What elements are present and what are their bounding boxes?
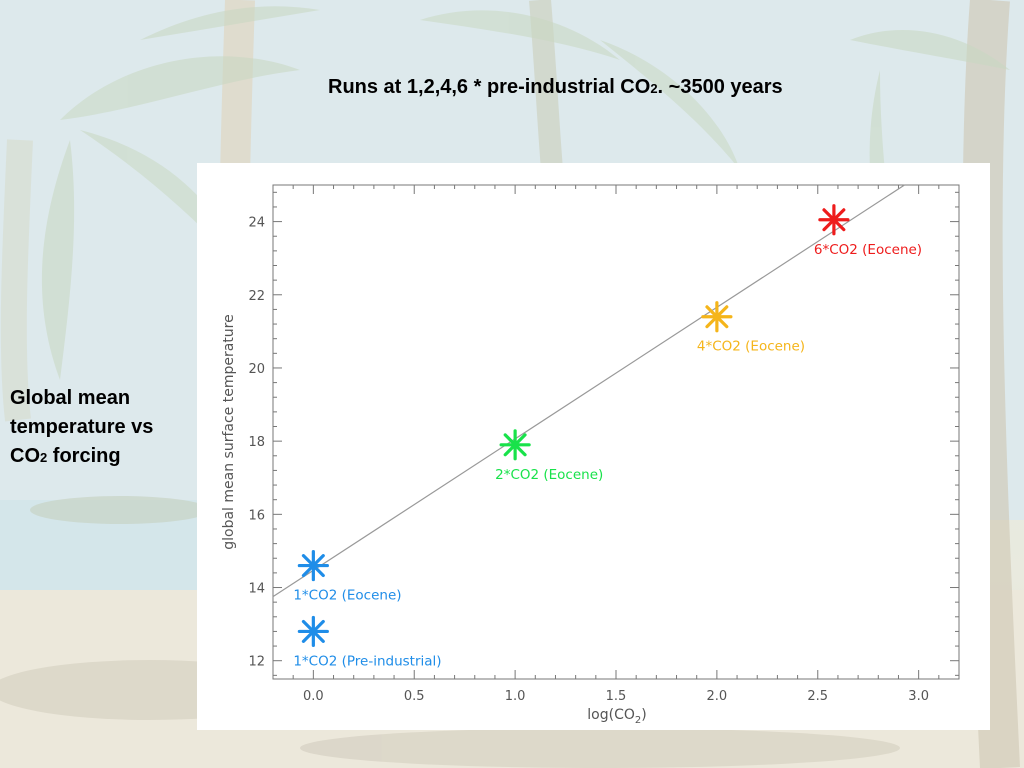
point-label: 1*CO2 (Eocene)	[293, 588, 401, 604]
scatter-chart: 0.0 0.5 1.0 1.5 2.0 2.5 3.0 12 14 16 18 20 22 24 1*C…	[221, 184, 960, 726]
point-label: 4*CO2 (Eocene)	[697, 339, 805, 355]
chart-panel: 0.0 0.5 1.0 1.5 2.0 2.5 3.0 12 14 16 18 20 22 24 1*C…	[197, 163, 990, 730]
side-caption-line-1: Global mean	[10, 387, 131, 409]
side-caption-forcing: forcing	[47, 445, 121, 467]
y-tick-label: 18	[248, 435, 265, 450]
asterisk-marker-stroke	[301, 619, 325, 643]
side-caption: Global mean temperature vs CO2 forcing	[10, 384, 200, 472]
side-caption-co: CO	[10, 445, 40, 467]
asterisk-marker-stroke	[503, 433, 527, 457]
slide-title-tail: . ~3500 years	[657, 76, 783, 98]
data-point: 2*CO2 (Eocene)	[495, 429, 603, 483]
asterisk-marker-stroke	[822, 208, 846, 232]
plot-frame	[272, 184, 960, 680]
data-point: 1*CO2 (Pre-industrial)	[293, 615, 442, 669]
x-tick-label: 0.5	[404, 689, 425, 704]
slide-title: Runs at 1,2,4,6 * pre-industrial CO2. ~3…	[328, 76, 783, 99]
y-tick-label: 24	[248, 216, 265, 231]
x-tick-label: 0.0	[303, 689, 324, 704]
y-tick-label: 12	[248, 655, 265, 670]
point-label: 2*CO2 (Eocene)	[495, 467, 603, 483]
y-tick-label: 16	[248, 508, 265, 523]
x-tick-label: 2.5	[807, 689, 828, 704]
slide-title-main: Runs at 1,2,4,6 * pre-industrial CO	[328, 76, 651, 98]
slide-title-subscript: 2	[650, 81, 658, 96]
data-point: 4*CO2 (Eocene)	[697, 301, 805, 355]
y-axis-ticks: 12 14 16 18 20 22 24	[248, 191, 959, 676]
data-point: 6*CO2 (Eocene)	[814, 204, 922, 258]
asterisk-marker-stroke	[705, 305, 729, 329]
x-tick-label: 1.5	[606, 689, 627, 704]
y-tick-label: 22	[248, 289, 265, 304]
side-caption-line-2: temperature vs	[10, 416, 154, 438]
x-tick-label: 2.0	[707, 689, 728, 704]
fit-line	[272, 184, 905, 598]
x-axis-ticks: 0.0 0.5 1.0 1.5 2.0 2.5 3.0	[292, 185, 960, 704]
data-points: 1*CO2 (Pre-industrial) 1*CO2 (Eocene) 2*CO…	[293, 204, 922, 669]
y-tick-label: 14	[248, 582, 265, 597]
point-label: 1*CO2 (Pre-industrial)	[293, 653, 441, 669]
point-label: 6*CO2 (Eocene)	[814, 242, 922, 258]
y-axis-title: global mean surface temperature	[221, 314, 237, 550]
side-caption-subscript: 2	[40, 450, 48, 465]
data-point: 1*CO2 (Eocene)	[293, 549, 402, 604]
x-tick-label: 1.0	[505, 689, 526, 704]
x-tick-label: 3.0	[908, 689, 929, 704]
side-caption-line-3: CO2 forcing	[10, 442, 200, 472]
y-tick-label: 20	[248, 362, 265, 377]
x-axis-title: log(CO2)	[587, 707, 646, 726]
asterisk-marker-stroke	[301, 554, 325, 578]
